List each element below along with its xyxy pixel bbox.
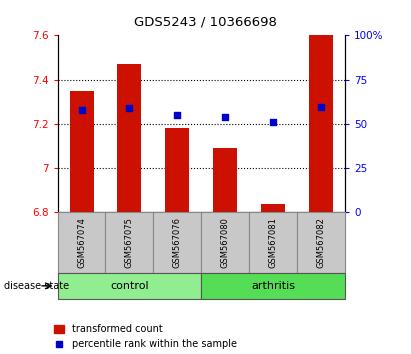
- Text: control: control: [110, 281, 149, 291]
- Point: [78, 107, 85, 112]
- Bar: [69, 91, 94, 212]
- Bar: [118, 64, 141, 212]
- Text: GSM567074: GSM567074: [77, 217, 86, 268]
- Text: GSM567080: GSM567080: [221, 217, 230, 268]
- Text: GSM567081: GSM567081: [269, 217, 278, 268]
- Point: [174, 112, 181, 118]
- Bar: [153, 212, 201, 273]
- Bar: [261, 204, 285, 212]
- Text: GDS5243 / 10366698: GDS5243 / 10366698: [134, 16, 277, 29]
- Bar: [249, 212, 297, 273]
- Point: [270, 119, 277, 125]
- Legend: transformed count, percentile rank within the sample: transformed count, percentile rank withi…: [54, 324, 237, 349]
- Bar: [58, 212, 106, 273]
- Bar: [106, 212, 153, 273]
- Bar: [201, 273, 345, 299]
- Text: GSM567076: GSM567076: [173, 217, 182, 268]
- Text: GSM567082: GSM567082: [317, 217, 326, 268]
- Point: [126, 105, 133, 111]
- Bar: [309, 35, 333, 212]
- Bar: [201, 212, 249, 273]
- Bar: [213, 148, 237, 212]
- Text: disease state: disease state: [4, 281, 69, 291]
- Point: [222, 114, 229, 120]
- Text: arthritis: arthritis: [251, 281, 296, 291]
- Point: [318, 104, 325, 110]
- Bar: [58, 273, 201, 299]
- Text: GSM567075: GSM567075: [125, 217, 134, 268]
- Bar: [165, 129, 189, 212]
- Bar: [297, 212, 345, 273]
